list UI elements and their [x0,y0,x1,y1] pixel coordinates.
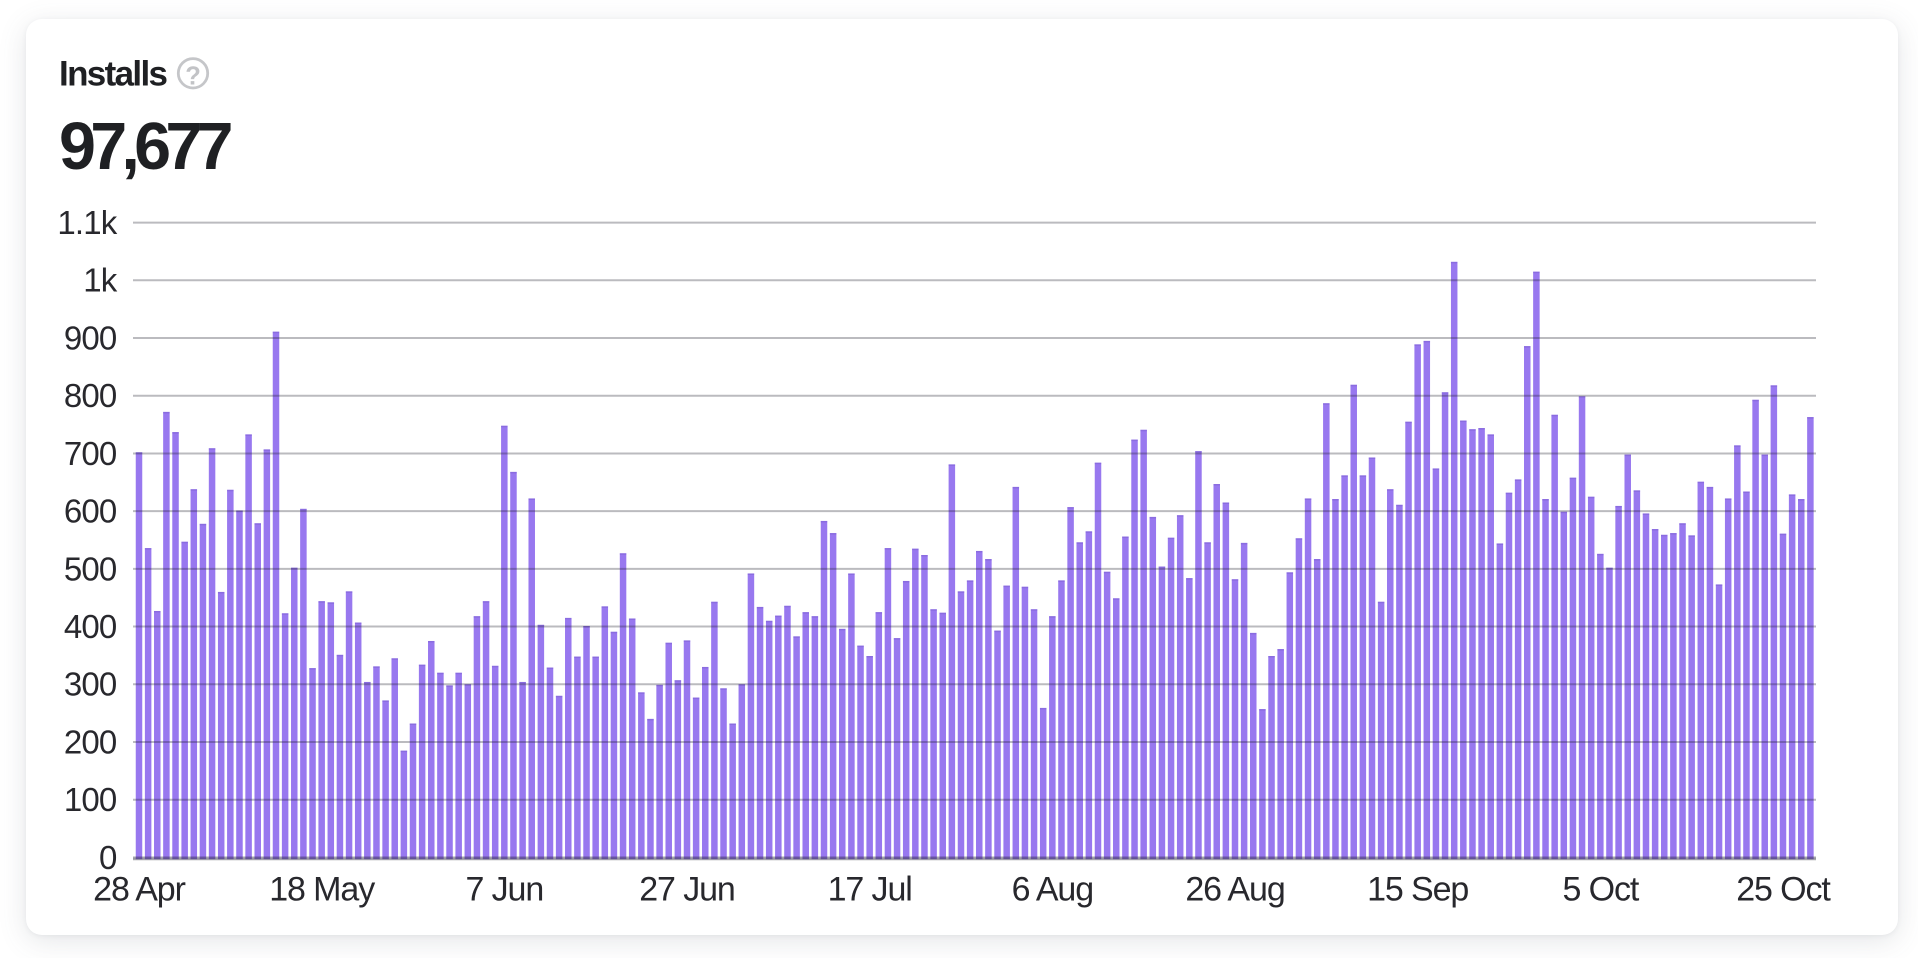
svg-text:17 Jul: 17 Jul [828,871,912,909]
svg-text:6 Aug: 6 Aug [1012,871,1093,909]
svg-text:900: 900 [64,319,117,356]
svg-text:18 May: 18 May [269,871,375,909]
svg-text:25 Oct: 25 Oct [1736,871,1831,909]
svg-text:200: 200 [64,723,117,760]
svg-text:300: 300 [64,666,117,703]
svg-text:7 Jun: 7 Jun [465,871,543,909]
svg-text:Installs: Installs [59,55,168,94]
svg-text:100: 100 [64,781,117,818]
svg-text:97,677: 97,677 [59,110,234,184]
svg-text:26 Aug: 26 Aug [1185,871,1284,909]
svg-text:1k: 1k [83,262,118,299]
svg-text:?: ? [185,63,201,91]
svg-text:700: 700 [64,435,117,472]
svg-text:1.1k: 1.1k [57,204,117,241]
svg-text:28 Apr: 28 Apr [93,871,185,909]
svg-text:600: 600 [64,493,117,530]
svg-text:27 Jun: 27 Jun [639,871,734,909]
svg-text:0: 0 [99,839,117,876]
svg-text:800: 800 [64,377,117,414]
svg-text:5 Oct: 5 Oct [1562,871,1639,909]
svg-text:15 Sep: 15 Sep [1367,871,1468,909]
svg-text:500: 500 [64,550,117,587]
svg-text:400: 400 [64,608,117,645]
